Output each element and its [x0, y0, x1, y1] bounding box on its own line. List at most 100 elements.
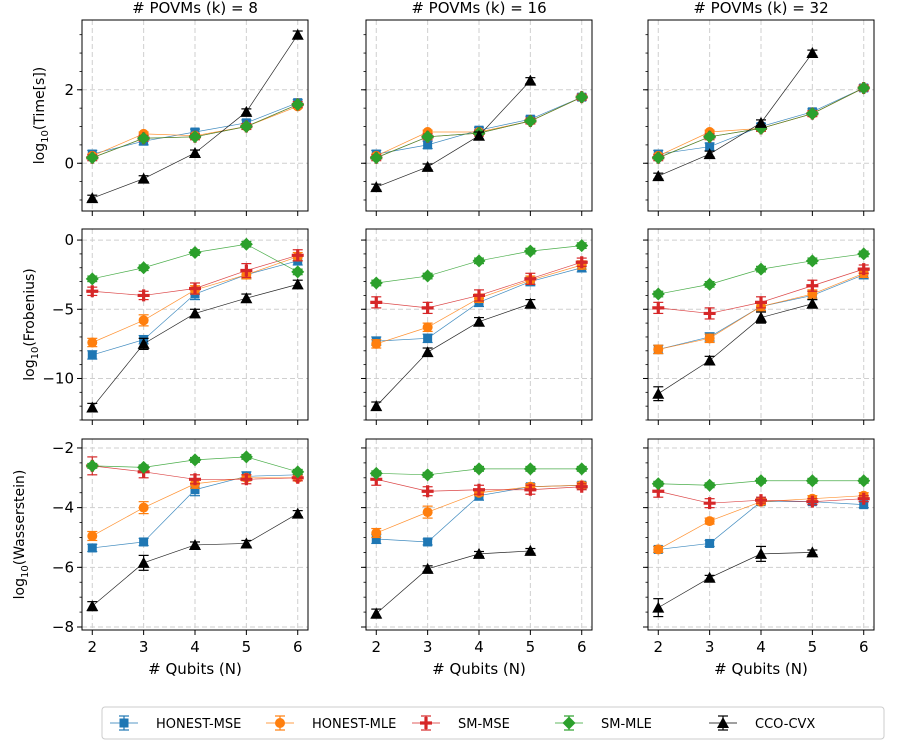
data-point: [857, 263, 870, 276]
data-point: [291, 28, 304, 40]
data-point: [421, 130, 435, 144]
data-point: [652, 170, 665, 182]
legend-marker: [420, 717, 432, 729]
subplot-r2-c3: [643, 228, 875, 425]
y-label-quantity: (Time[s]): [32, 67, 48, 130]
data-point: [857, 81, 871, 95]
data-point: [137, 172, 150, 184]
axes-frame: [647, 19, 875, 212]
subplot-r1-c1: # POVMs (k) = 8 0 2: [64, 0, 309, 216]
data-point: [188, 246, 202, 260]
data-point: [291, 249, 304, 262]
series-line: [658, 303, 813, 394]
data-point: [523, 462, 537, 476]
x-tick-label: 2: [87, 638, 97, 656]
data-point: [754, 121, 768, 135]
data-point: [806, 279, 819, 292]
data-point: [85, 272, 99, 286]
series-sm-mse: [652, 263, 870, 320]
y-tick-label: −8: [52, 618, 74, 636]
data-point: [651, 151, 665, 165]
data-point: [652, 301, 665, 314]
data-point: [473, 129, 485, 141]
data-point: [421, 468, 435, 482]
data-point: [190, 485, 200, 495]
series-cco-cvx: [86, 28, 304, 204]
y-label-quantity: (Frobenius): [22, 268, 38, 346]
data-point: [86, 192, 99, 204]
data-point: [87, 350, 97, 360]
data-point: [755, 311, 767, 323]
subplot-r3-c3: 2 3 4 5 6 # Qubits (N): [643, 438, 875, 678]
data-point: [189, 307, 201, 319]
data-point: [85, 151, 99, 165]
axes-frame: [365, 228, 593, 421]
legend-entry-honest-mse: HONEST-MSE: [110, 715, 241, 732]
y-label-subscript: 10: [20, 565, 31, 578]
data-point: [188, 130, 202, 144]
data-point: [652, 601, 665, 613]
data-point: [85, 459, 99, 473]
data-point: [806, 546, 819, 558]
series-sm-mse: [370, 472, 588, 498]
x-tick-label: 6: [859, 638, 869, 656]
data-point: [421, 562, 434, 574]
data-point: [421, 160, 434, 172]
data-point: [705, 142, 715, 152]
data-point: [703, 478, 717, 492]
series-cco-cvx: [652, 47, 819, 182]
axes-frame: [647, 438, 875, 631]
data-point: [137, 337, 150, 349]
x-tick-label: 4: [756, 638, 766, 656]
data-point: [86, 285, 99, 298]
data-point: [86, 600, 99, 612]
data-point: [370, 181, 383, 193]
data-point: [369, 276, 383, 290]
series-cco-cvx: [370, 544, 537, 619]
data-point: [371, 338, 382, 349]
data-point: [472, 254, 486, 268]
x-tick-label: 6: [293, 638, 303, 656]
data-point: [705, 538, 715, 548]
subplot-r1-c2: # POVMs (k) = 16: [361, 0, 593, 216]
axes-frame: [81, 19, 309, 212]
data-point: [703, 354, 716, 366]
data-point: [473, 483, 485, 496]
series-line: [658, 552, 813, 608]
data-point: [189, 473, 201, 486]
legend-entry-sm-mle: SM-MLE: [555, 715, 652, 732]
data-point: [423, 537, 433, 547]
legend-box: [101, 706, 885, 740]
x-tick-label: 5: [242, 638, 252, 656]
data-point: [524, 483, 537, 496]
data-point: [370, 400, 383, 412]
series-cco-cvx: [370, 297, 537, 412]
data-point: [473, 547, 485, 559]
x-axis-label: # Qubits (N): [714, 660, 808, 678]
x-tick-label: 5: [526, 638, 536, 656]
data-point: [857, 247, 871, 261]
data-point: [371, 534, 381, 544]
data-point: [575, 462, 589, 476]
x-tick-label: 2: [653, 638, 663, 656]
y-tick-label: −6: [52, 558, 74, 576]
data-point: [575, 90, 589, 104]
data-point: [857, 492, 870, 505]
data-point: [575, 480, 588, 493]
data-point: [473, 315, 485, 327]
x-axis-label: # Qubits (N): [148, 660, 242, 678]
data-point: [524, 74, 537, 86]
legend-marker: [562, 716, 576, 730]
data-point: [137, 556, 150, 568]
data-point: [291, 278, 304, 290]
subplot-r3-c1: −8 −6 −4 −2 2 3 4 5 6 # Qubits (N): [52, 438, 309, 678]
data-point: [703, 148, 716, 160]
series-sm-mse: [370, 256, 588, 315]
data-point: [240, 537, 253, 549]
data-point: [704, 333, 715, 344]
data-point: [651, 477, 665, 491]
data-point: [189, 538, 201, 550]
data-point: [189, 146, 201, 158]
data-point: [291, 265, 305, 279]
y-axis-label-2: log10(Frobenius): [22, 268, 41, 380]
